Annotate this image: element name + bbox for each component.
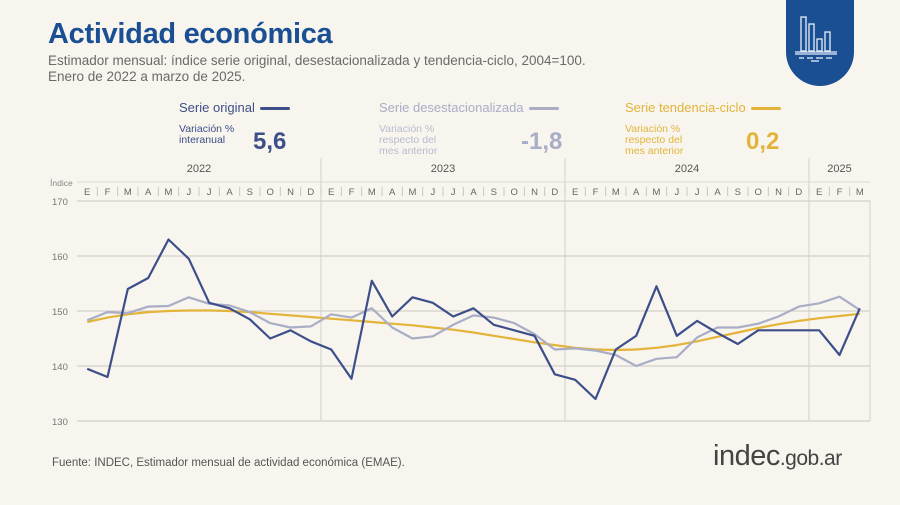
variation-value-tendencia: 0,2 [746, 128, 780, 155]
month-label: J [430, 187, 435, 198]
month-label: E [572, 187, 578, 198]
variation-label-original: Variación % interanual [179, 124, 234, 146]
month-label: N [531, 187, 538, 198]
month-label: F [105, 187, 111, 198]
month-label: J [674, 187, 679, 198]
month-label: M [409, 187, 417, 198]
series-line-original [86, 238, 861, 401]
page-title: Actividad económica [48, 18, 333, 50]
month-label: M [165, 187, 173, 198]
month-label: M [653, 187, 661, 198]
month-label: A [389, 187, 396, 198]
month-label: J [451, 187, 456, 198]
month-label: N [287, 187, 294, 198]
year-label: 2025 [827, 163, 851, 175]
month-label: E [84, 187, 90, 198]
month-label: M [368, 187, 376, 198]
legend-desestacionalizada: Serie desestacionalizada [379, 100, 559, 115]
logo-main: indec [713, 440, 780, 472]
legend-label: Serie tendencia-ciclo [625, 100, 746, 115]
month-label: J [695, 187, 700, 198]
month-label: A [226, 187, 233, 198]
var-line: Variación % [625, 123, 681, 135]
var-line: Variación % [379, 123, 435, 135]
var-line: mes anterior [379, 145, 438, 157]
legend-line [259, 107, 290, 111]
month-label: A [714, 187, 721, 198]
month-label: D [795, 187, 802, 198]
badge [786, 0, 854, 86]
month-label: M [124, 187, 132, 198]
y-axis-label: Índice [50, 178, 73, 188]
variation-label-desest: Variación % respecto del mes anterior [379, 124, 437, 157]
month-label: S [247, 187, 253, 198]
legend-label: Serie desestacionalizada [379, 100, 524, 115]
month-label: S [491, 187, 497, 198]
source-note: Fuente: INDEC, Estimador mensual de acti… [52, 457, 405, 469]
y-tick-label: 160 [52, 252, 68, 263]
month-label: D [307, 187, 314, 198]
legend-line [528, 107, 559, 111]
month-label: M [856, 187, 864, 198]
month-label: S [735, 187, 741, 198]
month-label: N [775, 187, 782, 198]
subtitle: Estimador mensual: índice serie original… [48, 53, 586, 68]
var-line: respecto del [379, 134, 437, 146]
var-line: interanual [179, 134, 226, 146]
year-label: 2024 [675, 163, 699, 175]
var-line: Variación % [179, 123, 235, 135]
legend-line [750, 107, 781, 111]
variation-value-desest: -1,8 [521, 128, 563, 155]
y-tick-label: 140 [52, 362, 68, 373]
month-label: E [328, 187, 334, 198]
month-label: F [349, 187, 355, 198]
var-line: mes anterior [625, 145, 684, 157]
y-tick-label: 150 [52, 307, 68, 318]
month-label: J [207, 187, 212, 198]
series-line-tendencia-ciclo [86, 309, 860, 352]
month-label: A [470, 187, 477, 198]
bar-chart-icon [795, 16, 837, 62]
y-tick-label: 130 [52, 417, 68, 428]
month-label: M [612, 187, 620, 198]
month-label: A [145, 187, 152, 198]
variation-label-tendencia: Variación % respecto del mes anterior [625, 124, 683, 157]
subtitle-period: Enero de 2022 a marzo de 2025. [48, 69, 246, 84]
month-label: F [593, 187, 599, 198]
year-label: 2023 [431, 163, 455, 175]
month-label: E [816, 187, 822, 198]
year-label: 2022 [187, 163, 211, 175]
month-label: O [754, 187, 761, 198]
var-line: respecto del [625, 134, 683, 146]
month-label: D [551, 187, 558, 198]
legend-label: Serie original [179, 100, 255, 115]
month-label: J [186, 187, 191, 198]
variation-value-original: 5,6 [253, 128, 287, 155]
legend-tendencia: Serie tendencia-ciclo [625, 100, 781, 115]
month-label: A [633, 187, 640, 198]
legend-original: Serie original [179, 100, 290, 115]
y-tick-label: 170 [52, 197, 68, 208]
month-label: O [266, 187, 273, 198]
month-label: F [837, 187, 843, 198]
logo-suffix: .gob.ar [779, 447, 842, 470]
indec-logo: indec.gob.ar [713, 440, 842, 473]
month-label: O [510, 187, 517, 198]
